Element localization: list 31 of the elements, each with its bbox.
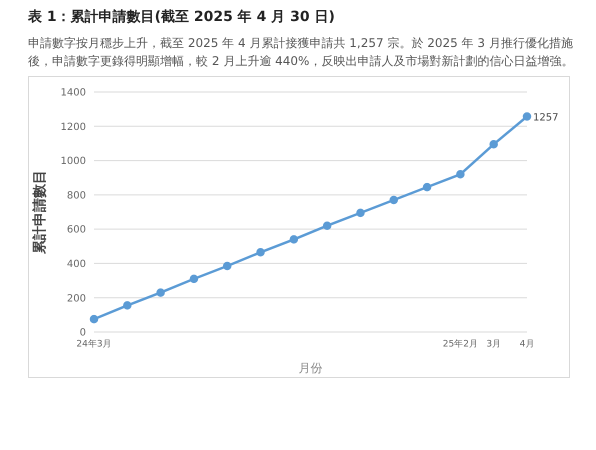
data-label: 1257	[533, 112, 558, 124]
point	[156, 288, 165, 297]
y-tick-label: 1400	[60, 88, 86, 99]
point	[190, 274, 198, 284]
point	[322, 221, 332, 230]
point	[356, 208, 365, 218]
y-tick-label: 1000	[60, 156, 86, 168]
y-tick-label: 400	[66, 258, 86, 270]
y-tick-label: 600	[66, 224, 86, 236]
chart-subtitle: 申請數字按月穩步上升，截至 2025 年 4 月累計接獲申請共 1,257 宗。於 2025 年 3 月推行優化措施後，申請數字更錄得明顯增幅，較 2 月上升逾 440%，反映出申請人及市場對新計劃的信心日益增強。	[28, 35, 574, 70]
point	[522, 112, 532, 121]
point	[256, 248, 265, 257]
point	[390, 196, 398, 204]
point	[222, 262, 232, 270]
x-tick-label: 3月	[486, 339, 502, 350]
x-axis-title: 月份	[298, 361, 322, 375]
x-tick-label: 25年2月	[442, 338, 478, 350]
x-tick-label: 4月	[520, 339, 534, 350]
point	[123, 301, 132, 310]
y-tick-label: 1200	[60, 122, 86, 133]
point	[456, 170, 465, 179]
y-tick-label: 200	[66, 293, 86, 304]
point	[422, 182, 432, 192]
x-tick-label: 24年3月	[76, 338, 112, 350]
chart-title: 表 1：累計申請數目(截至 2025 年 4 月 30 日)	[28, 8, 336, 26]
point	[290, 235, 298, 244]
y-tick-label: 800	[66, 190, 86, 202]
y-tick-label: 0	[80, 328, 86, 339]
point	[489, 140, 498, 149]
point	[90, 314, 98, 324]
y-axis-title: 累計申請數目	[30, 170, 48, 255]
